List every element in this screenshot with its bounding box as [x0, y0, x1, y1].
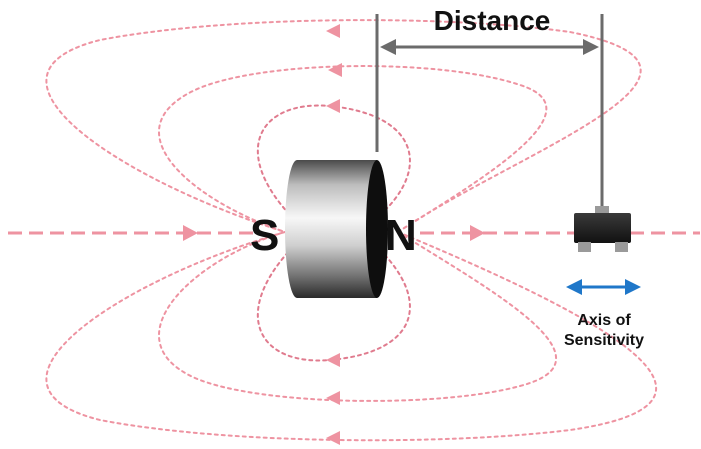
sensor-right-pin	[615, 242, 628, 252]
field-line-mid-top	[158, 65, 548, 233]
field-arrow-outer-bottom	[326, 431, 340, 445]
field-arrow-outer-top	[326, 24, 340, 38]
distance-measure: Distance	[375, 5, 604, 208]
hall-sensor	[574, 206, 631, 252]
field-line-outer-top	[45, 19, 642, 233]
sensitivity-axis: Axis of Sensitivity	[564, 279, 644, 349]
south-pole-label: S	[250, 211, 279, 260]
sensitivity-label-line2: Sensitivity	[564, 332, 644, 349]
sensor-body	[574, 213, 631, 243]
distance-arrowhead-right	[583, 39, 599, 55]
magnet: S N	[250, 160, 417, 298]
field-line-outer-bottom	[45, 231, 657, 442]
north-pole-label: N	[385, 211, 417, 260]
axis-arrow-right	[470, 225, 485, 241]
distance-label: Distance	[434, 5, 551, 36]
field-line-mid-bottom	[158, 231, 558, 402]
axis-arrow-left	[183, 225, 198, 241]
field-arrow-inner-bottom	[326, 353, 340, 367]
sensitivity-label-line1: Axis of	[577, 312, 631, 329]
sensitivity-arrowhead-left	[566, 279, 582, 295]
magnet-north-face	[366, 160, 388, 298]
magnet-body	[285, 160, 377, 298]
field-lines	[45, 19, 657, 445]
magnetic-axis	[8, 225, 700, 241]
sensor-top-pin	[595, 206, 609, 215]
distance-arrowhead-left	[380, 39, 396, 55]
field-arrow-inner-top	[326, 99, 340, 113]
field-arrow-mid-bottom	[326, 391, 340, 405]
sensor-left-pin	[578, 242, 591, 252]
sensitivity-arrowhead-right	[625, 279, 641, 295]
field-arrow-mid-top	[328, 63, 342, 77]
